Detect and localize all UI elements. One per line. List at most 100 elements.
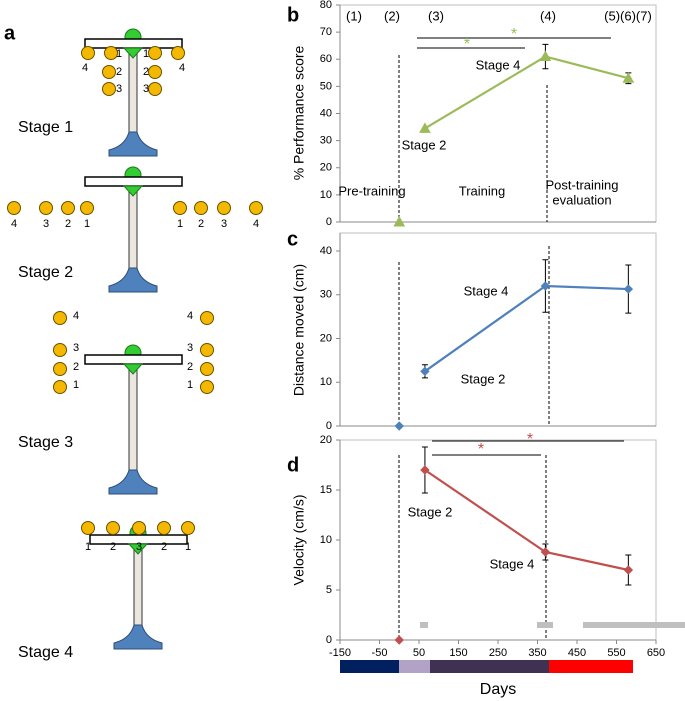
y-tick-label: 60 <box>320 53 332 65</box>
target-hole <box>200 343 214 357</box>
hole-number: 3 <box>136 541 142 553</box>
bar <box>84 38 183 49</box>
hole-number: 1 <box>185 541 191 553</box>
timeline-segment <box>430 660 549 673</box>
panel-label: d <box>287 454 299 476</box>
target-hole <box>157 521 171 535</box>
timeline-segment <box>549 660 633 673</box>
period-bar <box>420 622 428 628</box>
green-arrow <box>127 543 149 555</box>
base <box>108 267 158 293</box>
target-hole <box>53 343 67 357</box>
hole-number: 1 <box>116 48 122 60</box>
x-tick-label: 50 <box>413 647 425 659</box>
data-point <box>540 281 551 291</box>
target-hole <box>104 46 118 60</box>
hole-number: 3 <box>116 83 122 95</box>
data-point <box>622 72 635 83</box>
y-tick-label: 20 <box>320 434 332 446</box>
x-tick-label: 650 <box>647 647 665 659</box>
y-tick-label: 40 <box>320 245 332 257</box>
x-tick-label: 550 <box>607 647 625 659</box>
hole-number: 4 <box>253 218 259 230</box>
significance-star: * <box>511 26 517 43</box>
hole-number: 4 <box>187 310 193 322</box>
panel-label: b <box>287 4 299 26</box>
green-arrow <box>122 47 144 59</box>
target-hole <box>148 46 162 60</box>
target-hole <box>106 521 120 535</box>
y-tick-label: 0 <box>326 634 332 646</box>
x-tick-label: 450 <box>568 647 586 659</box>
target-hole <box>81 46 95 60</box>
target-hole <box>132 521 146 535</box>
annotation: Stage 2 <box>461 371 506 386</box>
hole-number: 3 <box>43 218 49 230</box>
annotation: Stage 4 <box>464 283 509 298</box>
target-hole <box>39 201 53 215</box>
target-hole <box>53 380 67 394</box>
target-hole <box>171 46 185 60</box>
hole-number: 1 <box>177 218 183 230</box>
y-axis-label: % Performance score <box>291 45 307 180</box>
target-hole <box>148 65 162 79</box>
y-tick-label: 10 <box>320 189 332 201</box>
hole-number: 3 <box>187 342 193 354</box>
y-tick-label: 5 <box>326 584 332 596</box>
target-hole <box>80 201 94 215</box>
target-hole <box>200 362 214 376</box>
significance-star: * <box>464 36 470 53</box>
annotation: (2) <box>384 8 400 23</box>
hole-number: 3 <box>221 218 227 230</box>
hole-number: 2 <box>73 361 79 373</box>
timeline-segment <box>340 660 399 673</box>
annotation: (3) <box>428 8 444 23</box>
x-tick-label: -150 <box>329 647 351 659</box>
hole-number: 2 <box>65 218 71 230</box>
stem <box>128 185 138 269</box>
y-tick-label: 80 <box>320 0 332 11</box>
annotation: (5)(6)(7) <box>604 8 652 23</box>
stage-label: Stage 1 <box>18 119 73 136</box>
y-tick-label: 0 <box>326 420 332 432</box>
target-hole <box>181 521 195 535</box>
data-point <box>420 465 430 475</box>
target-hole <box>217 201 231 215</box>
target-hole <box>53 311 67 325</box>
target-hole <box>173 201 187 215</box>
data-point <box>394 635 404 645</box>
hole-number: 1 <box>73 379 79 391</box>
y-tick-label: 20 <box>320 332 332 344</box>
hole-number: 4 <box>73 310 79 322</box>
y-tick-label: 20 <box>320 162 332 174</box>
panel-label: c <box>287 228 298 250</box>
data-line <box>424 284 629 373</box>
data-point <box>539 50 552 62</box>
stage-label: Stage 3 <box>18 434 73 451</box>
y-axis-label: Distance moved (cm) <box>291 264 307 396</box>
hole-number: 3 <box>143 83 149 95</box>
stem <box>128 47 138 133</box>
data-point <box>540 547 551 557</box>
stage-label: Stage 4 <box>18 644 73 661</box>
stem <box>128 363 138 471</box>
data-point <box>393 215 406 227</box>
stage-label: Stage 2 <box>18 264 73 281</box>
annotation: Stage 4 <box>490 556 535 571</box>
target-hole <box>102 82 116 96</box>
y-tick-label: 50 <box>320 80 332 92</box>
target-hole <box>200 311 214 325</box>
data-point <box>419 122 431 133</box>
y-tick-label: 30 <box>320 135 332 147</box>
green-arrow <box>122 363 144 375</box>
stem <box>133 543 143 626</box>
y-axis-label: Velocity (cm/s) <box>291 494 307 585</box>
target-hole <box>102 65 116 79</box>
target-hole <box>53 362 67 376</box>
period-bar <box>537 622 553 628</box>
target-hole <box>81 521 95 535</box>
x-tick-label: 150 <box>449 647 467 659</box>
hole-number: 1 <box>85 541 91 553</box>
hole-number: 2 <box>198 218 204 230</box>
hole-number: 2 <box>143 66 149 78</box>
